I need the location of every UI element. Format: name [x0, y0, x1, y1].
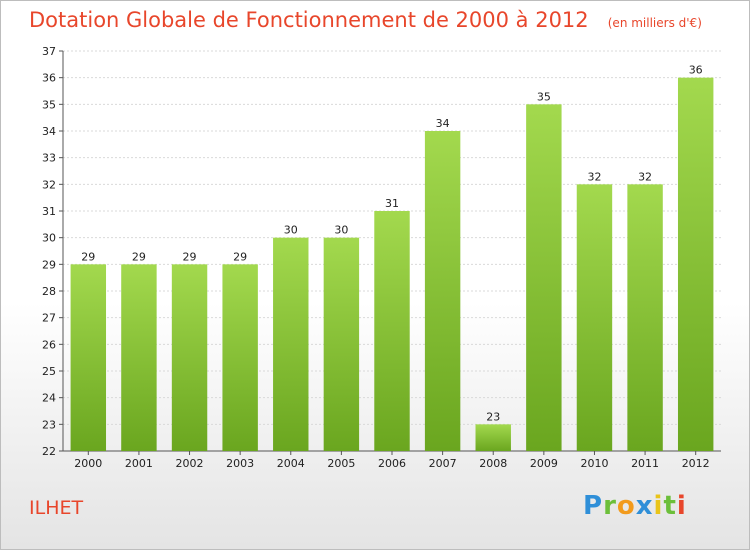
chart-title-block: Dotation Globale de Fonctionnement de 20…: [29, 8, 702, 32]
bar-2012: [677, 77, 714, 452]
bar-2011: [627, 184, 663, 452]
commune-name: ILHET: [29, 497, 84, 519]
value-label-2004: 30: [284, 224, 298, 237]
y-tick-label: 27: [42, 312, 56, 325]
bar-2000: [70, 264, 107, 451]
value-label-2012: 36: [689, 64, 703, 77]
bars: [70, 77, 714, 452]
x-tick-label-2007: 2007: [429, 457, 457, 470]
x-tick-label-2002: 2002: [176, 457, 204, 470]
value-label-2009: 35: [537, 90, 551, 103]
value-label-2002: 29: [183, 250, 197, 263]
y-tick-label: 30: [42, 232, 56, 245]
bar-2002: [171, 264, 208, 451]
value-label-2011: 32: [638, 170, 652, 183]
x-tick-label-2012: 2012: [682, 457, 710, 470]
x-tick-label-2000: 2000: [74, 457, 102, 470]
y-tick-label: 22: [42, 445, 56, 458]
x-tick-label-2004: 2004: [277, 457, 305, 470]
x-tick-label-2006: 2006: [378, 457, 406, 470]
y-tick-label: 29: [42, 258, 56, 271]
bar-2004: [273, 237, 309, 451]
chart-subtitle: (en milliers d'€): [607, 16, 702, 30]
bar-2008: [475, 424, 511, 451]
x-tick-label-2010: 2010: [580, 457, 608, 470]
value-label-2006: 31: [385, 197, 399, 210]
bar-2003: [222, 264, 258, 451]
chart-title: Dotation Globale de Fonctionnement de 20…: [29, 8, 589, 32]
value-label-2000: 29: [81, 250, 95, 263]
value-label-2003: 29: [233, 250, 247, 263]
y-tick-label: 34: [42, 125, 56, 138]
x-tick-label-2005: 2005: [327, 457, 355, 470]
x-tick-label-2009: 2009: [530, 457, 558, 470]
x-tick-label-2003: 2003: [226, 457, 254, 470]
bar-2010: [576, 184, 613, 452]
value-label-2008: 23: [486, 410, 500, 423]
value-label-2007: 34: [436, 117, 450, 130]
y-tick-label: 24: [42, 392, 56, 405]
y-tick-label: 36: [42, 72, 56, 85]
value-label-2005: 30: [334, 224, 348, 237]
y-tick-label: 28: [42, 285, 56, 298]
x-tick-label-2011: 2011: [631, 457, 659, 470]
x-tick-label-2001: 2001: [125, 457, 153, 470]
y-tick-label: 31: [42, 205, 56, 218]
value-label-2010: 32: [587, 170, 601, 183]
y-tick-label: 25: [42, 365, 56, 378]
bar-2007: [424, 131, 461, 451]
y-tick-label: 23: [42, 418, 56, 431]
bar-2001: [121, 264, 157, 451]
bar-2009: [526, 104, 562, 451]
bar-2005: [323, 237, 360, 451]
proxiti-logo: Proxiti: [583, 491, 687, 521]
labels: 29 29 29 29 30 30 31 34 23 35 32 32 36: [81, 64, 702, 424]
y-tick-label: 32: [42, 178, 56, 191]
y-tick-label: 33: [42, 152, 56, 165]
y-tick-label: 35: [42, 98, 56, 111]
y-tick-label: 37: [42, 45, 56, 58]
bar-2006: [374, 211, 410, 451]
x-tick-label-2008: 2008: [479, 457, 507, 470]
value-label-2001: 29: [132, 250, 146, 263]
y-tick-label: 26: [42, 338, 56, 351]
